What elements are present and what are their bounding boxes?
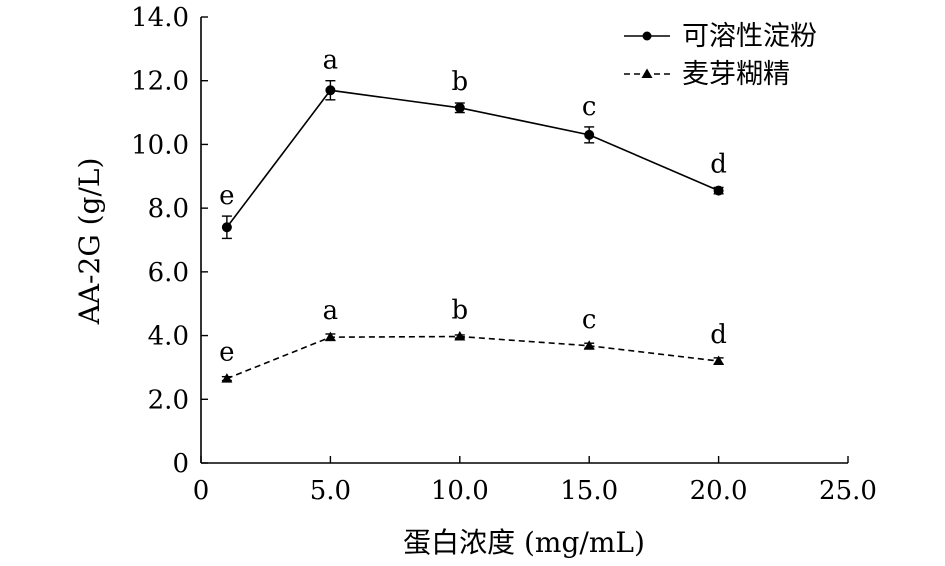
y-tick-label: 12.0 [131,67,189,97]
significance-label: e [219,338,234,368]
x-tick-label: 15.0 [560,476,618,506]
legend-label-series-2: 麦芽糊精 [682,59,790,90]
series: e a b c d e a b c d [219,46,727,383]
y-tick-label: 10.0 [131,130,189,160]
significance-label: a [323,296,339,326]
axes [200,16,849,464]
x-tick-label: 20.0 [690,476,748,506]
x-tick-label: 10.0 [431,476,489,506]
data-point [325,85,336,96]
data-point [713,355,725,366]
tick-labels: 0 2.0 4.0 6.0 8.0 10.0 12.0 14.0 0 5.0 10.0 15.0 20.… [131,3,877,506]
legend-item-series-2: 麦芽糊精 [624,59,790,90]
data-point [583,340,595,350]
y-tick-label: 4.0 [148,322,189,352]
legend-marker-series-1 [642,31,652,41]
data-point [584,129,595,140]
y-tick-label: 0 [172,449,189,479]
significance-label: c [582,305,597,335]
significance-label: d [710,320,727,350]
y-tick-label: 6.0 [148,258,189,288]
y-tick-label: 14.0 [131,3,189,33]
data-point [324,331,336,342]
data-point [454,331,466,341]
x-tick-label: 0 [193,476,210,506]
legend-item-series-1: 可溶性淀粉 [624,21,817,52]
data-point [221,373,233,383]
x-tick-label: 5.0 [310,476,351,506]
significance-label: b [451,67,468,97]
significance-label: c [582,92,597,122]
significance-label: e [219,181,234,211]
data-point [713,185,724,196]
y-tick-label: 2.0 [148,385,189,415]
legend-label-series-1: 可溶性淀粉 [682,21,817,52]
significance-label: a [323,46,339,76]
data-point [221,222,232,233]
x-axis-title: 蛋白浓度 (mg/mL) [403,526,645,559]
legend: 可溶性淀粉 麦芽糊精 [624,21,817,90]
y-tick-label: 8.0 [148,194,189,224]
series-2: e a b c d [219,296,727,383]
significance-label: d [710,150,727,180]
significance-label: b [451,296,468,326]
series-1: e a b c d [219,46,727,240]
y-axis-title: AA-2G (g/L) [73,158,106,326]
series-2-line [226,335,719,380]
data-point [454,102,465,113]
series-1-line [226,89,719,228]
x-tick-label: 25.0 [819,476,877,506]
legend-marker-series-2 [641,68,653,78]
